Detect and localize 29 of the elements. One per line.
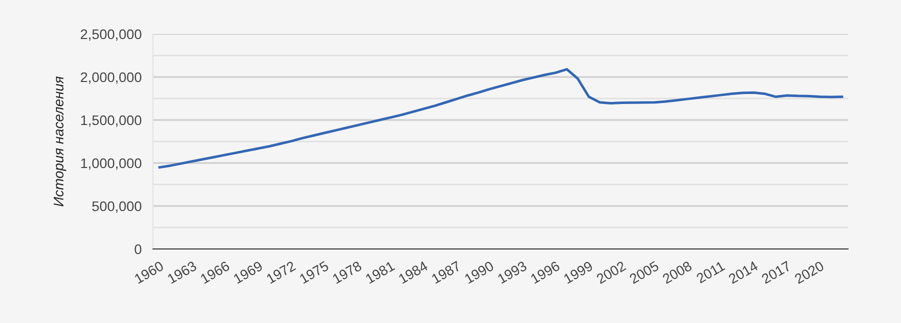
x-tick-label: 2017	[760, 260, 792, 284]
x-tick-label: 1969	[233, 260, 264, 284]
x-tick-label: 2002	[596, 260, 626, 284]
y-axis-title: История населения	[54, 76, 66, 206]
y-tick-label: 500,000	[92, 201, 142, 213]
x-tick-label: 1972	[266, 260, 296, 284]
x-tick-label: 1960	[134, 260, 164, 284]
x-tick-label: 1987	[431, 260, 462, 284]
x-tick-label: 2014	[728, 260, 759, 284]
x-tick-label: 2008	[662, 260, 692, 284]
y-tick-label: 1,000,000	[81, 158, 142, 170]
x-tick-label: 1999	[563, 260, 594, 284]
x-tick-label: 1990	[464, 260, 494, 284]
x-tick-label: 1993	[497, 260, 528, 284]
x-tick-label: 1975	[299, 260, 330, 284]
x-tick-label: 1996	[530, 260, 560, 284]
x-tick-label: 2005	[628, 260, 660, 284]
x-tick-label: 2011	[696, 260, 726, 284]
y-tick-label: 2,500,000	[80, 29, 142, 41]
y-tick-label: 2,000,000	[80, 72, 142, 84]
y-tick-label: 1,500,000	[81, 115, 142, 127]
x-tick-label: 1981	[365, 260, 396, 284]
x-tick-label: 1984	[398, 260, 428, 284]
line-series	[158, 68, 844, 169]
x-tick-label: 1978	[332, 260, 362, 284]
x-tick-label: 2020	[794, 260, 825, 284]
y-tick-label: 0	[134, 244, 142, 254]
x-tick-label: 1966	[200, 260, 230, 284]
x-tick-label: 1963	[166, 260, 198, 284]
